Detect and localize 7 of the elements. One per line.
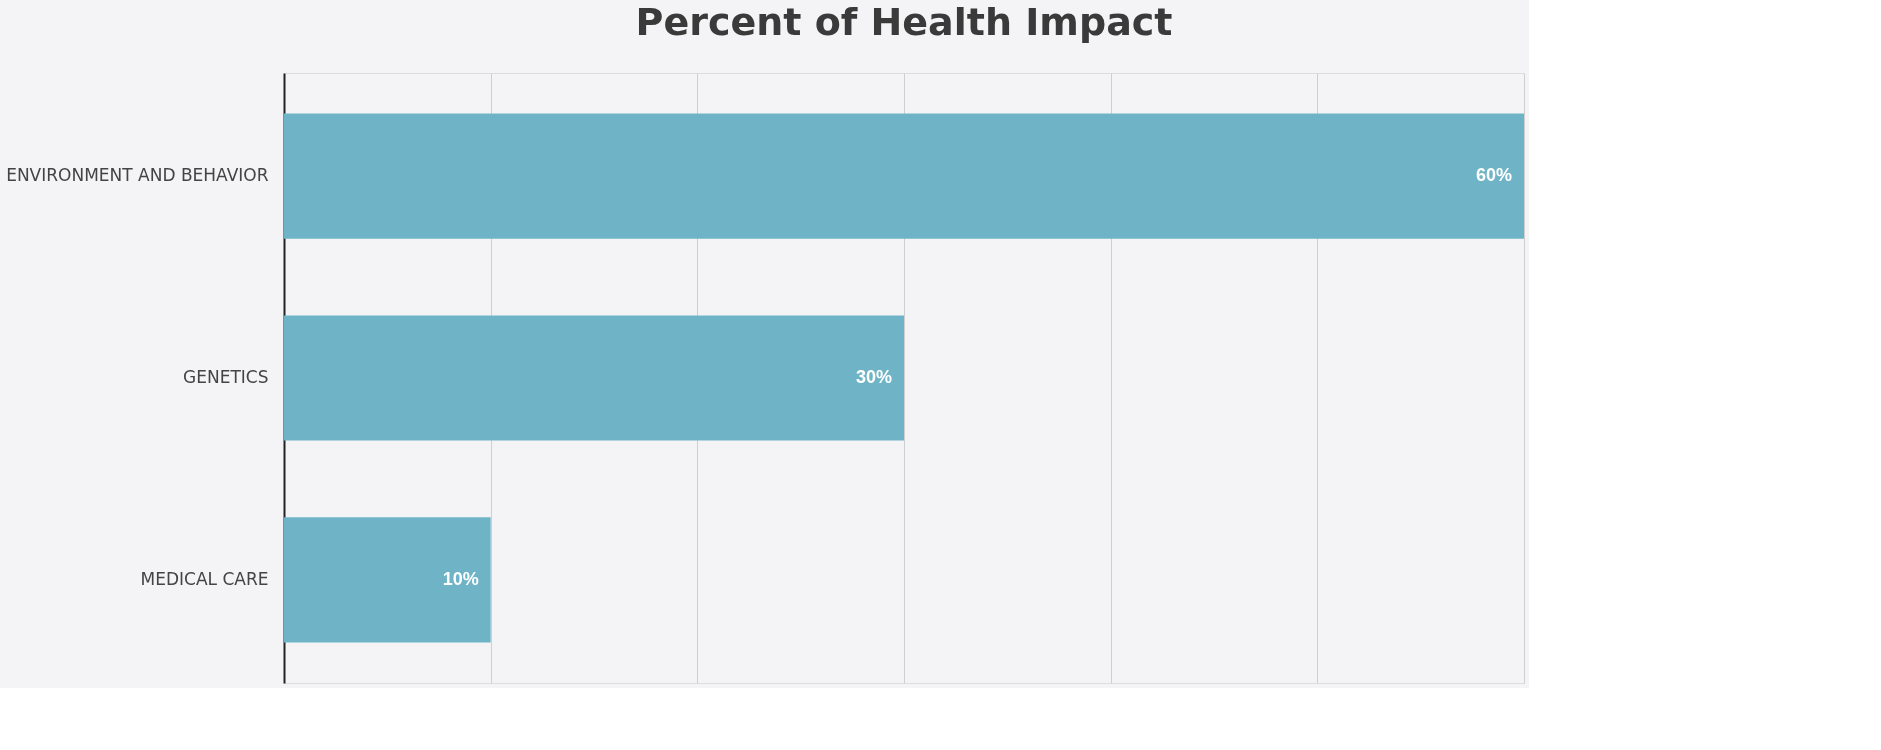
chart-title: Percent of Health Impact bbox=[635, 0, 1173, 44]
y-tick-label: MEDICAL CARE bbox=[140, 568, 269, 589]
data-label: 10% bbox=[442, 568, 479, 589]
data-label: 60% bbox=[1475, 165, 1512, 186]
y-tick-label: GENETICS bbox=[183, 367, 269, 387]
y-tick-label: ENVIRONMENT AND BEHAVIOR bbox=[6, 165, 269, 186]
data-label: 30% bbox=[855, 367, 892, 387]
